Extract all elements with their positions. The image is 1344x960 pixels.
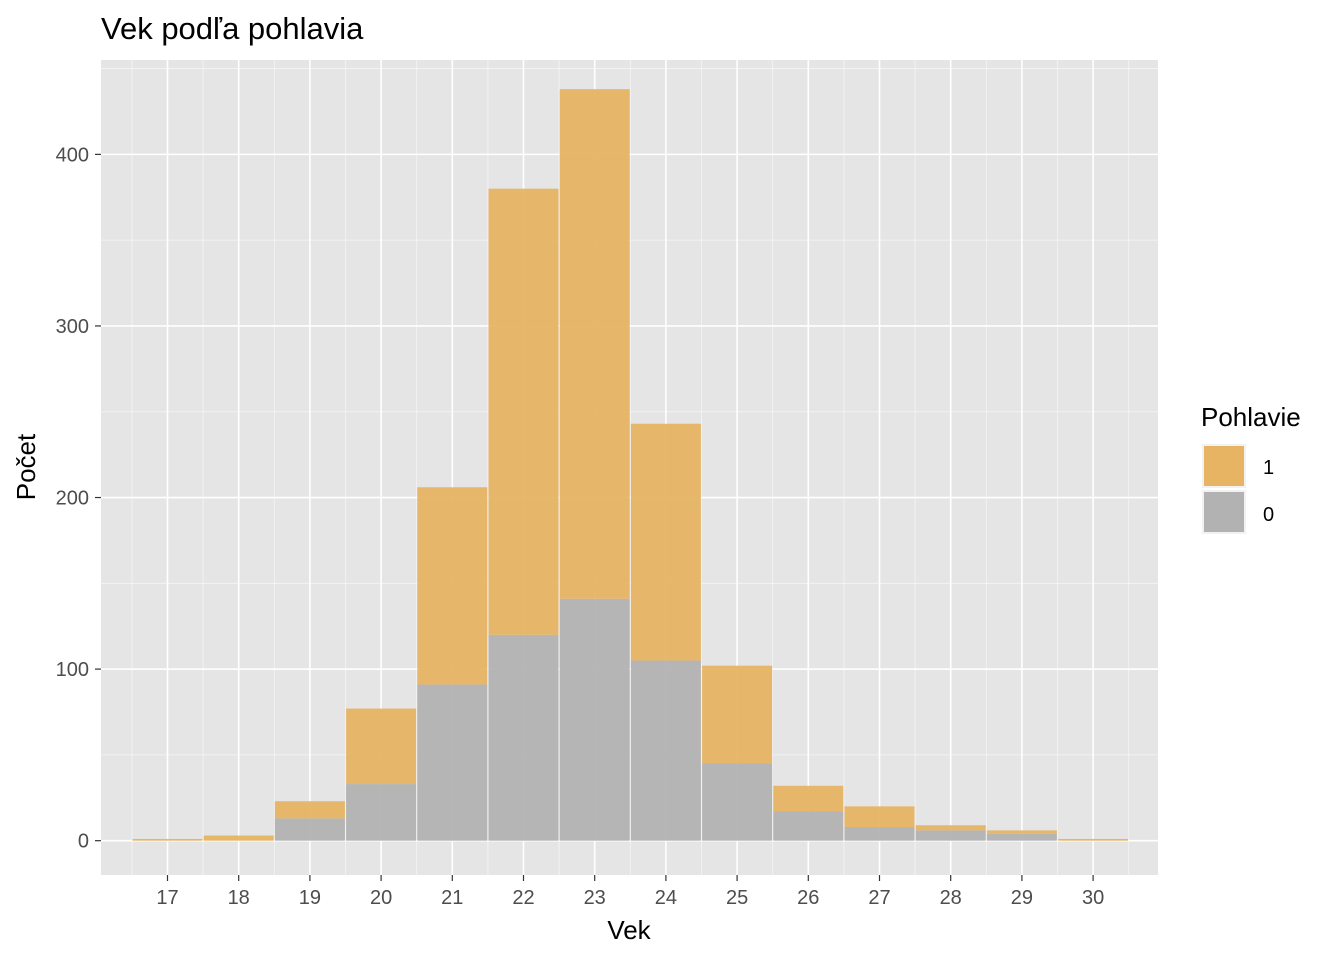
bar-22-series-1 (488, 188, 559, 635)
bar-23-series-1 (559, 89, 630, 599)
bar-20-series-0 (346, 784, 417, 841)
x-tick-label: 29 (1011, 887, 1033, 909)
x-tick-label: 25 (726, 887, 748, 909)
bar-29-series-0 (986, 833, 1057, 841)
bar-27-series-0 (844, 826, 915, 841)
bar-26-series-1 (773, 785, 844, 812)
y-tick-label: 400 (56, 144, 89, 166)
bar-23-series-0 (559, 598, 630, 841)
y-tick-label: 100 (56, 659, 89, 681)
grid-minor (101, 60, 1158, 875)
bar-24-series-1 (630, 423, 701, 661)
x-tick-label: 22 (512, 887, 534, 909)
x-tick-label: 26 (797, 887, 819, 909)
x-tick-label: 30 (1082, 887, 1104, 909)
bar-28-series-1 (915, 825, 986, 831)
legend-title: Pohlavie (1201, 402, 1301, 432)
bar-26-series-0 (773, 811, 844, 841)
bars (132, 89, 1129, 841)
bar-27-series-1 (844, 806, 915, 827)
y-tick-label: 200 (56, 488, 89, 510)
bar-21-series-0 (417, 684, 488, 841)
x-tick-label: 18 (228, 887, 250, 909)
bar-19-series-0 (274, 818, 345, 841)
bar-17-series-1 (132, 838, 203, 841)
legend-label-0: 0 (1263, 504, 1274, 526)
y-axis-title: Počet (11, 433, 41, 500)
x-tick-label: 20 (370, 887, 392, 909)
legend: Pohlavie 1 0 (1201, 402, 1301, 534)
y-axis: 0 100 200 300 400 (56, 144, 101, 853)
bar-24-series-0 (630, 660, 701, 841)
bar-21-series-1 (417, 487, 488, 685)
x-axis-title: Vek (607, 915, 651, 945)
x-tick-label: 19 (299, 887, 321, 909)
x-tick-label: 17 (156, 887, 178, 909)
bar-18-series-1 (203, 835, 274, 841)
bar-30-series-1 (1058, 838, 1129, 841)
bar-29-series-1 (986, 830, 1057, 834)
bar-19-series-1 (274, 801, 345, 819)
x-axis: 17 18 19 20 21 22 23 24 25 26 27 28 29 30 (156, 875, 1104, 909)
x-tick-label: 24 (655, 887, 677, 909)
y-tick-label: 300 (56, 316, 89, 338)
bar-22-series-0 (488, 634, 559, 841)
x-tick-label: 21 (441, 887, 463, 909)
bar-25-series-0 (702, 763, 773, 841)
x-tick-label: 28 (940, 887, 962, 909)
legend-swatch-1 (1204, 446, 1244, 486)
bar-25-series-1 (702, 665, 773, 764)
legend-label-1: 1 (1263, 457, 1274, 479)
y-tick-label: 0 (78, 831, 89, 853)
chart-title: Vek podľa pohlavia (101, 11, 364, 46)
legend-swatch-0 (1204, 492, 1244, 532)
bar-20-series-1 (346, 708, 417, 785)
bar-28-series-0 (915, 830, 986, 841)
x-tick-label: 27 (868, 887, 890, 909)
x-tick-label: 23 (584, 887, 606, 909)
